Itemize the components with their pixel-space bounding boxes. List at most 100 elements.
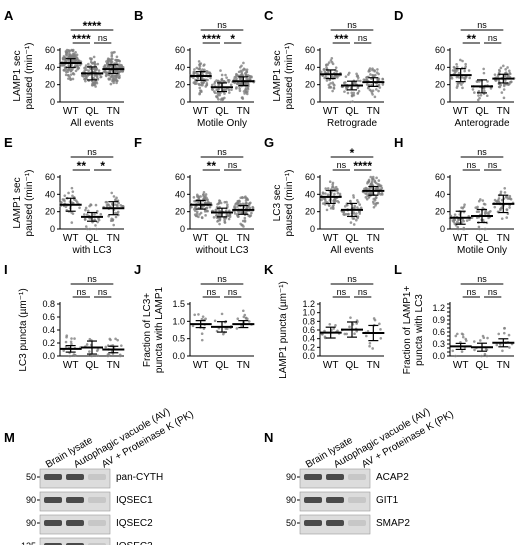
data-point	[223, 216, 226, 220]
data-point	[487, 216, 490, 220]
blot-band	[44, 520, 62, 526]
data-point	[227, 209, 231, 213]
data-point	[107, 77, 111, 81]
data-point	[70, 342, 73, 346]
significance-label: ns	[477, 20, 487, 30]
data-point	[471, 88, 475, 91]
y-axis-label-line: LAMP1 puncta (µm⁻¹)	[278, 281, 289, 379]
data-point	[343, 90, 346, 93]
panel-label: K	[264, 262, 274, 277]
y-tick-label: 0.8	[302, 316, 315, 326]
y-axis-label-line: LC3 sec	[272, 185, 283, 222]
panel-C: C LAMP1 sec paused (min⁻¹) 0 20 40 60 WT QL TNRet…	[264, 8, 385, 129]
data-point	[74, 199, 78, 202]
data-point	[338, 192, 342, 196]
data-point	[245, 205, 249, 209]
panel-label: A	[4, 8, 14, 23]
data-point	[84, 208, 87, 212]
data-point	[75, 58, 78, 61]
data-point	[212, 216, 216, 219]
y-tick-label: 0.6	[432, 327, 445, 337]
data-point	[87, 62, 90, 66]
data-point	[349, 316, 352, 319]
y-tick-label: 1.2	[302, 299, 315, 309]
y-tick-label: 20	[175, 207, 185, 217]
data-point	[335, 188, 339, 192]
y-tick-label: 0.2	[42, 338, 55, 348]
data-point	[78, 206, 81, 210]
data-point	[449, 214, 453, 218]
data-point	[454, 334, 458, 338]
data-point	[324, 199, 327, 203]
data-point	[371, 347, 374, 350]
data-point	[365, 187, 369, 191]
mw-marker: 50	[286, 518, 296, 528]
data-point	[358, 212, 362, 215]
y-axis-label: LAMP1 sec paused (min⁻¹)	[272, 43, 295, 110]
data-point	[87, 69, 90, 73]
data-point	[334, 197, 337, 201]
data-point	[200, 332, 204, 336]
data-point	[236, 317, 240, 321]
data-point	[83, 218, 87, 221]
y-axis-label-line: puncta with LC3	[414, 294, 425, 366]
data-point	[246, 90, 249, 94]
y-axis-label: LAMP1 sec paused (min⁻¹)	[12, 43, 35, 110]
x-tick-label: TN	[497, 360, 510, 371]
data-point	[230, 88, 233, 92]
data-point	[349, 199, 352, 203]
y-tick-label: 20	[435, 207, 445, 217]
data-point	[119, 70, 122, 73]
data-point	[198, 65, 202, 68]
data-point	[470, 216, 474, 220]
data-point	[478, 96, 481, 100]
data-point	[69, 55, 72, 59]
data-point	[93, 69, 97, 73]
data-point	[369, 73, 372, 76]
data-point	[84, 66, 87, 69]
x-tick-label: WT	[453, 233, 469, 244]
x-tick-label: QL	[345, 233, 359, 244]
data-point	[89, 203, 93, 207]
data-point	[508, 69, 511, 73]
blot-band	[88, 497, 106, 503]
x-tick-label: QL	[215, 233, 229, 244]
y-tick-label: 0	[310, 97, 315, 107]
data-point	[115, 79, 119, 82]
data-point	[202, 190, 206, 194]
data-point	[365, 197, 369, 201]
data-point	[451, 349, 455, 353]
data-point	[190, 205, 193, 209]
x-tick-label: TN	[107, 360, 120, 371]
data-point	[482, 71, 486, 75]
data-point	[60, 64, 63, 67]
y-tick-label: 0.0	[42, 351, 55, 361]
data-point	[67, 191, 70, 195]
data-point	[371, 89, 375, 92]
data-point	[347, 71, 351, 75]
data-point	[344, 75, 348, 78]
data-point	[84, 79, 87, 83]
data-point	[205, 83, 208, 87]
data-point	[234, 87, 238, 90]
x-tick-label: WT	[323, 360, 339, 371]
data-point	[104, 74, 108, 78]
data-point	[197, 313, 200, 316]
data-point	[500, 198, 504, 202]
data-point	[68, 75, 72, 79]
data-point	[245, 70, 249, 74]
data-point	[371, 73, 374, 77]
panel-label: F	[134, 135, 142, 150]
data-point	[497, 79, 501, 82]
blot-band	[326, 520, 344, 526]
data-point	[115, 211, 119, 215]
data-point	[70, 186, 74, 190]
data-point	[220, 312, 224, 316]
data-point	[73, 337, 76, 340]
data-point	[241, 219, 245, 223]
y-tick-label: 0.6	[42, 312, 55, 322]
y-tick-label: 0.8	[42, 299, 55, 309]
panel-label: D	[394, 8, 403, 23]
mw-marker: 90	[26, 518, 36, 528]
data-point	[368, 67, 372, 70]
